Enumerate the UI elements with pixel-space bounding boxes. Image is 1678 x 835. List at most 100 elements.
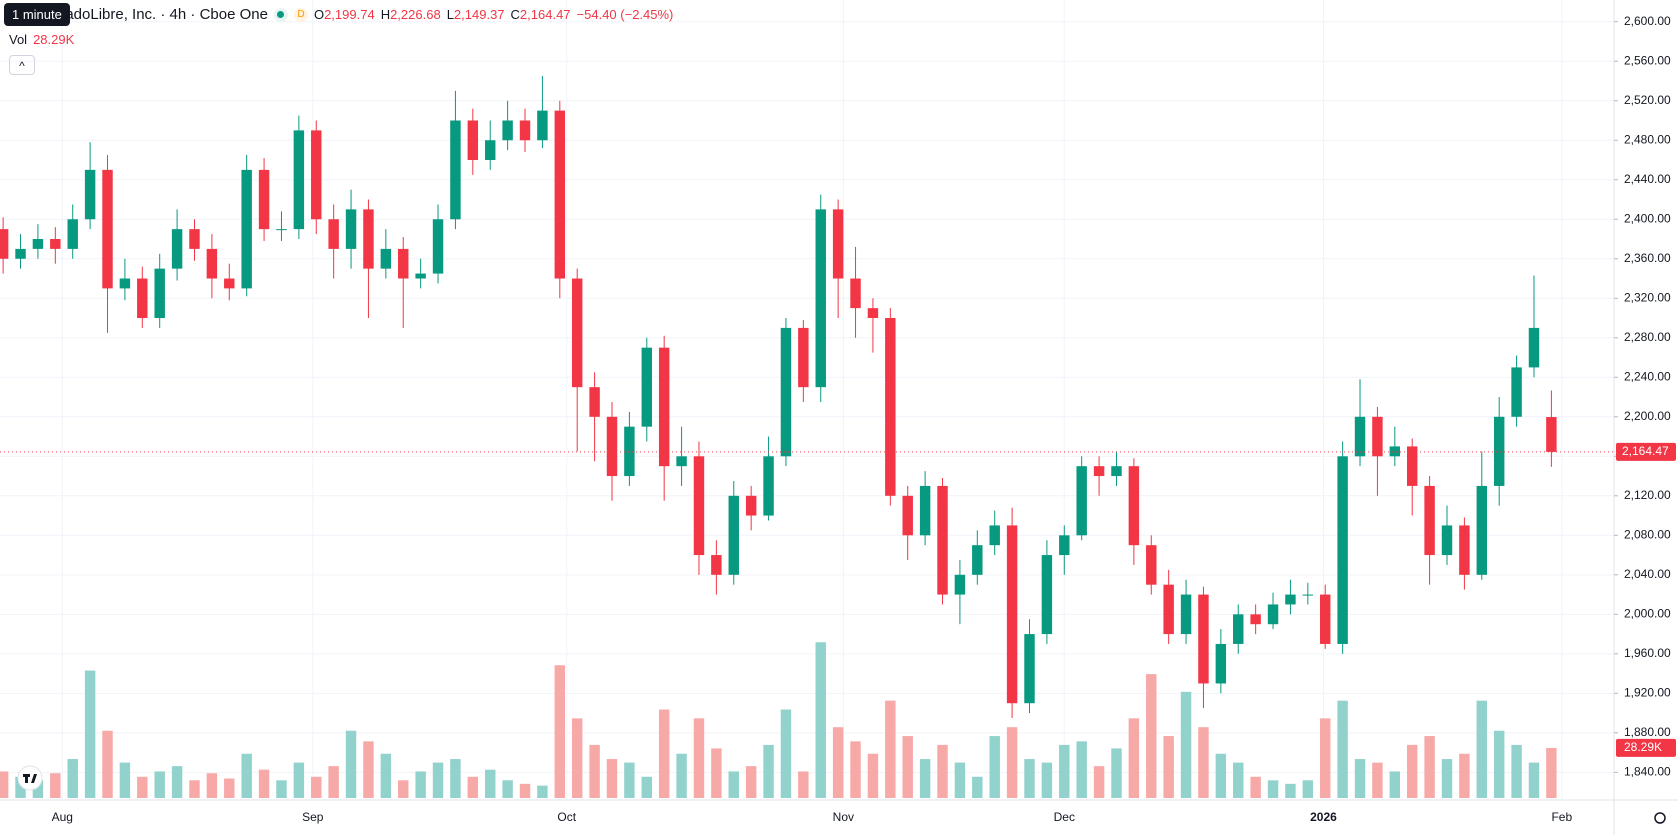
y-tick-label: 2,600.00 — [1624, 14, 1671, 28]
price-tag-bg — [1616, 442, 1676, 461]
candle-body — [1180, 594, 1192, 635]
x-tick-label: Oct — [557, 810, 576, 824]
volume-bar — [589, 744, 600, 798]
candle-body — [311, 130, 322, 220]
volume-bar — [502, 780, 513, 798]
volume-bar — [1441, 759, 1453, 798]
delay-badge[interactable]: D — [293, 7, 308, 22]
x-tick-label: Dec — [1054, 810, 1075, 824]
volume-bar — [1302, 780, 1314, 798]
candle-body — [902, 495, 913, 536]
volume-bar — [345, 730, 357, 798]
candle-body — [1337, 456, 1348, 644]
volume-legend: Vol 28.29K — [9, 32, 74, 47]
candle-body — [345, 209, 357, 249]
logo-mark — [23, 774, 37, 783]
candle-body — [50, 239, 61, 249]
candle-body — [276, 229, 287, 231]
volume-bar — [1389, 771, 1401, 798]
y-tick-label: 2,560.00 — [1624, 53, 1671, 67]
candle-body — [780, 327, 792, 457]
candle-body — [171, 229, 183, 269]
y-tick-label: 2,280.00 — [1624, 330, 1671, 344]
volume-bar — [450, 759, 461, 798]
candle-body — [1528, 327, 1540, 368]
y-tick-label: 2,040.00 — [1624, 567, 1671, 581]
collapse-button[interactable]: ^ — [9, 55, 35, 75]
volume-bar — [171, 766, 183, 798]
volume-bar — [276, 780, 287, 798]
volume-bar — [1406, 744, 1418, 798]
volume-bar — [1111, 748, 1122, 798]
x-tick-label: 2026 — [1310, 810, 1337, 824]
volume-bar — [745, 766, 757, 798]
volume-bar — [1163, 736, 1174, 798]
candle-body — [137, 278, 148, 319]
candle-body — [206, 248, 218, 279]
volume-bar — [1128, 718, 1140, 798]
volume-bar — [398, 780, 409, 798]
ohlc-key: L — [446, 7, 454, 22]
candle-body — [1146, 545, 1157, 585]
candle-body — [258, 169, 270, 230]
axes: 1,840.00 1,880.00 1,920.00 1,960.00 2,000.00… — [0, 14, 1676, 824]
volume-bar — [780, 709, 792, 798]
y-tick-label: 1,840.00 — [1624, 765, 1671, 779]
volume-bar — [432, 762, 444, 798]
volume-bar — [1041, 762, 1053, 798]
candles — [0, 76, 1557, 719]
candle-body — [1406, 446, 1418, 486]
candle-body — [1389, 446, 1401, 457]
volume-bar — [1528, 762, 1540, 798]
candle-body — [1511, 367, 1522, 417]
candle-body — [711, 555, 722, 575]
ohlc-key: O — [313, 7, 325, 22]
candle-body — [815, 209, 826, 388]
candle-body — [867, 308, 879, 319]
candle-body — [1476, 485, 1488, 575]
candle-body — [224, 278, 235, 289]
candle-body — [450, 120, 461, 220]
volume-bar — [1059, 744, 1070, 798]
tv-logo[interactable] — [17, 765, 43, 791]
volume-title: Vol — [9, 32, 28, 47]
volume-bar — [1493, 730, 1505, 798]
volume-bar — [1215, 753, 1227, 798]
volume-bar — [885, 700, 896, 798]
y-tick-label: 2,360.00 — [1624, 251, 1671, 265]
candle-body — [328, 219, 339, 249]
volume-bar — [937, 744, 948, 798]
volume-bar — [1093, 766, 1105, 798]
volume-bar — [311, 776, 322, 798]
candle-body — [937, 485, 948, 595]
candle-body — [832, 209, 844, 279]
x-tick-label: Feb — [1551, 810, 1572, 824]
volume-bar — [537, 785, 548, 798]
y-tick-label: 2,520.00 — [1624, 93, 1671, 107]
legend-header: MercadoLibre, Inc. · 4h · Cboe One D O2,… — [32, 6, 673, 23]
symbol-title[interactable]: MercadoLibre, Inc. · 4h · Cboe One — [32, 6, 268, 23]
volume-bar — [606, 759, 618, 798]
candle-body — [798, 327, 809, 388]
volume-bar — [1233, 762, 1244, 798]
volume-bar — [711, 748, 722, 798]
volume-bar — [641, 776, 653, 798]
y-tick-label: 2,080.00 — [1624, 527, 1671, 541]
volume-bar — [1285, 783, 1296, 798]
volume-bar — [1320, 718, 1331, 798]
candle-body — [885, 318, 896, 496]
candle-body — [989, 525, 1000, 546]
candle-body — [119, 278, 131, 289]
y-tick-label: 2,400.00 — [1624, 211, 1671, 225]
volume-bar — [763, 744, 774, 798]
volume-bar — [1006, 727, 1018, 798]
candle-body — [1093, 466, 1105, 477]
status-dot[interactable] — [273, 7, 288, 22]
settings-icon[interactable] — [1654, 812, 1666, 824]
candle-body — [1076, 466, 1087, 536]
ohlc-item: H2,226.68 — [381, 7, 441, 22]
volume-bar — [32, 780, 44, 798]
candle-body — [1059, 535, 1070, 556]
volume-bar — [1076, 741, 1087, 798]
